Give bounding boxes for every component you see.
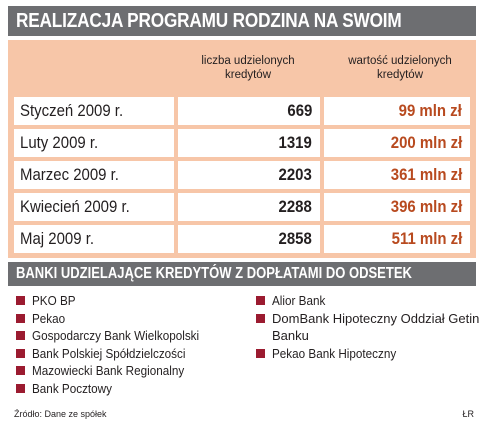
count-cell: 2203 <box>178 161 320 189</box>
banks-section-bar: BANKI UDZIELAJĄCE KREDYTÓW Z DOPŁATAMI D… <box>8 262 476 286</box>
list-item: Bank Polskiej Spółdzielczości <box>14 345 246 363</box>
square-bullet-icon <box>256 296 265 305</box>
list-item: PKO BP <box>14 292 246 310</box>
square-bullet-icon <box>16 313 25 323</box>
month-cell: Luty 2009 r. <box>14 129 174 157</box>
title-bar: REALIZACJA PROGRAMU RODZINA NA SWOIM <box>8 6 476 36</box>
square-bullet-icon <box>16 366 25 375</box>
square-bullet-icon <box>16 296 25 305</box>
table-row: Luty 2009 r. 1319 200 mln zł <box>8 129 476 157</box>
table-row: Styczeń 2009 r. 669 99 mln zł <box>8 97 476 125</box>
month-cell: Styczeń 2009 r. <box>14 97 174 125</box>
count-cell: 2288 <box>178 193 320 221</box>
value-cell: 396 mln zł <box>324 193 470 221</box>
list-item: DomBank Hipoteczny Oddział Getin Banku <box>254 310 479 345</box>
infographic-title: REALIZACJA PROGRAMU RODZINA NA SWOIM <box>16 10 402 32</box>
value-cell: 361 mln zł <box>324 161 470 189</box>
count-cell: 669 <box>178 97 320 125</box>
banks-section-title: BANKI UDZIELAJĄCE KREDYTÓW Z DOPŁATAMI D… <box>16 265 412 282</box>
list-item: Pekao Bank Hipoteczny <box>254 345 478 363</box>
list-item: Bank Pocztowy <box>14 380 246 398</box>
list-item: Mazowiecki Bank Regionalny <box>14 362 246 380</box>
square-bullet-icon <box>256 313 265 323</box>
value-cell: 99 mln zł <box>324 97 470 125</box>
table-header-row: liczba udzielonych kredytów wartość udzi… <box>8 40 476 92</box>
author-initials: ŁR <box>462 409 474 419</box>
table-row: Maj 2009 r. 2858 511 mln zł <box>8 225 476 253</box>
square-bullet-icon <box>256 348 265 358</box>
table-row: Kwiecień 2009 r. 2288 396 mln zł <box>8 193 476 221</box>
banks-list-right: Alior Bank DomBank Hipoteczny Oddział Ge… <box>254 292 479 363</box>
banks-list-left: PKO BP Pekao Gospodarczy Bank Wielkopols… <box>14 292 246 397</box>
square-bullet-icon <box>16 383 25 393</box>
count-cell: 1319 <box>178 129 320 157</box>
value-column-header: wartość udzielonych kredytów <box>348 55 452 81</box>
value-cell: 200 mln zł <box>324 129 470 157</box>
value-cell: 511 mln zł <box>324 225 470 253</box>
list-item: Pekao <box>14 310 246 328</box>
month-cell: Maj 2009 r. <box>14 225 174 253</box>
square-bullet-icon <box>16 331 25 340</box>
count-cell: 2858 <box>178 225 320 253</box>
month-cell: Kwiecień 2009 r. <box>14 193 174 221</box>
month-cell: Marzec 2009 r. <box>14 161 174 189</box>
table-row: Marzec 2009 r. 2203 361 mln zł <box>8 161 476 189</box>
loans-table: liczba udzielonych kredytów wartość udzi… <box>8 40 476 258</box>
square-bullet-icon <box>16 348 25 358</box>
source-note: Źródło: Dane ze spółek <box>14 409 107 419</box>
list-item: Gospodarczy Bank Wielkopolski <box>14 327 246 345</box>
list-item: Alior Bank <box>254 292 478 310</box>
count-column-header: liczba udzielonych kredytów <box>201 55 295 81</box>
